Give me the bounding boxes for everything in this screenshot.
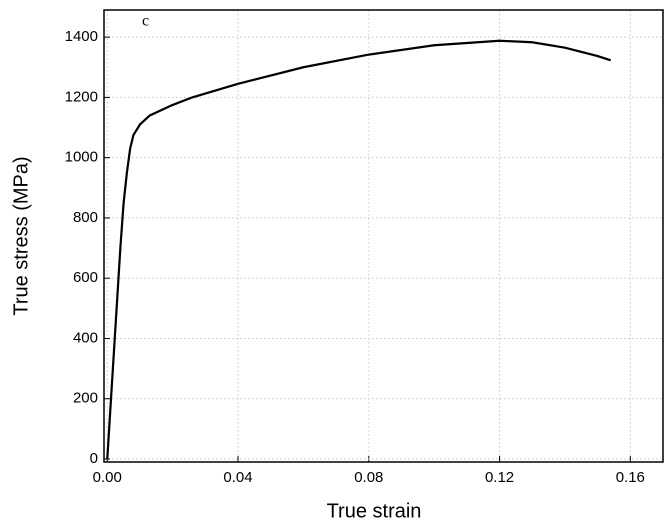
y-tick-label: 400: [73, 329, 98, 346]
stress-strain-curve: [106, 39, 612, 460]
y-tick-label: 0: [90, 450, 98, 467]
x-tick-label: 0.04: [223, 469, 252, 486]
panel-label: c: [142, 13, 149, 30]
y-tick-label: 1000: [65, 149, 98, 166]
x-tick-label: 0.12: [485, 469, 514, 486]
y-tick-label: 800: [73, 209, 98, 226]
y-tick-label: 600: [73, 269, 98, 286]
y-tick-label: 1400: [65, 28, 98, 45]
x-tick-label: 0.08: [354, 469, 383, 486]
y-axis-title: True stress (MPa): [10, 156, 32, 315]
y-tick-label: 1200: [65, 88, 98, 105]
y-tick-label: 200: [73, 390, 98, 407]
x-tick-label: 0.16: [616, 469, 645, 486]
x-tick-label: 0.00: [93, 469, 122, 486]
x-axis-title: True strain: [327, 500, 422, 522]
plot-frame: [103, 9, 664, 463]
